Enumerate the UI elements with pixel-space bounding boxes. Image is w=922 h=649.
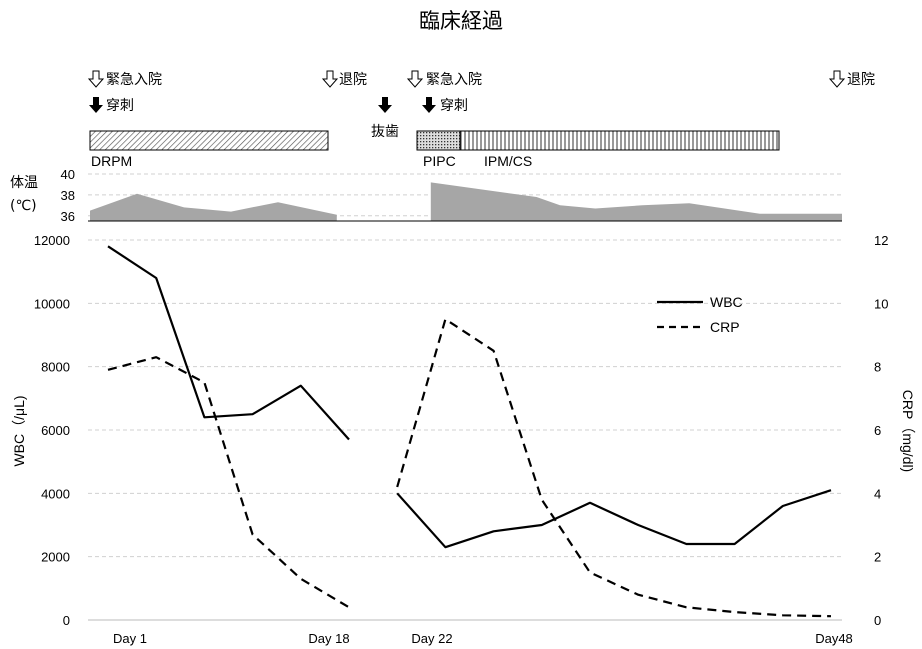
legend-wbc-label: WBC — [710, 294, 743, 310]
event-admit-1: 緊急入院 — [87, 70, 162, 88]
y-left-tick-label: 12000 — [34, 233, 70, 248]
ipmcs-bar — [459, 130, 780, 151]
event-admit-2-label: 緊急入院 — [426, 72, 482, 88]
temperature-label: 体温 — [10, 175, 38, 191]
series-line-wbc — [396, 489, 832, 549]
temperature-area — [430, 182, 842, 221]
y-right-tick-label: 2 — [874, 550, 881, 565]
main-gridlines — [88, 239, 842, 558]
hollow-down-arrow-icon — [87, 70, 105, 88]
y-left-tick-label: 6000 — [41, 423, 70, 438]
y-left-axis-label: WBC（/μL) — [11, 395, 27, 466]
event-admit-2: 緊急入院 — [406, 70, 482, 88]
y-right-tick-label: 12 — [874, 233, 888, 248]
event-puncture-2: 穿刺 — [422, 97, 468, 114]
temperature-unit: (℃) — [10, 198, 37, 214]
legend-crp-label: CRP — [710, 319, 740, 335]
temperature-tick-label: 40 — [61, 167, 75, 182]
event-discharge-2-label: 退院 — [847, 72, 875, 88]
pipc-label: PIPC — [423, 153, 456, 169]
drpm-bar — [89, 130, 329, 151]
ipmcs-label: IPM/CS — [484, 153, 532, 169]
temperature-tick-label: 38 — [61, 188, 75, 203]
legend: WBC CRP — [657, 294, 743, 335]
y-right-axis-label: CRP（mg/dl) — [900, 390, 916, 472]
y-left-tick-label: 2000 — [41, 550, 70, 565]
hollow-down-arrow-icon — [406, 70, 424, 88]
series-line-crp — [107, 356, 350, 609]
y-right-tick-label: 6 — [874, 423, 881, 438]
y-left-tick-label: 10000 — [34, 296, 70, 311]
temperature-tick-label: 36 — [61, 209, 75, 224]
series-layer — [107, 245, 832, 618]
event-extraction: 抜歯 — [371, 97, 399, 140]
event-extraction-label: 抜歯 — [371, 124, 399, 140]
left-axis-ticks: 0 2000 4000 6000 8000 10000 12000 — [34, 233, 70, 628]
hollow-down-arrow-icon — [321, 70, 339, 88]
solid-down-arrow-icon — [378, 97, 392, 113]
event-discharge-1: 退院 — [321, 70, 367, 88]
pipc-bar — [416, 130, 461, 151]
y-right-tick-label: 4 — [874, 486, 881, 501]
chart-title: 臨床経過 — [419, 9, 503, 33]
event-puncture-1-label: 穿刺 — [106, 98, 134, 114]
temperature-ticks: 36 38 40 — [61, 167, 75, 224]
series-line-wbc — [107, 245, 350, 441]
temperature-areas — [90, 182, 842, 221]
right-axis-ticks: 0 2 4 6 8 10 12 — [874, 233, 888, 628]
y-right-tick-label: 0 — [874, 613, 881, 628]
drpm-label: DRPM — [91, 153, 132, 169]
y-right-tick-label: 8 — [874, 360, 881, 375]
event-puncture-1: 穿刺 — [89, 97, 134, 114]
x-tick-label: Day 1 — [113, 631, 147, 646]
solid-down-arrow-icon — [422, 97, 436, 113]
x-tick-label: Day 18 — [308, 631, 349, 646]
solid-down-arrow-icon — [89, 97, 103, 113]
series-line-crp — [396, 318, 832, 618]
event-discharge-2: 退院 — [828, 70, 875, 88]
event-puncture-2-label: 穿刺 — [440, 98, 468, 114]
event-discharge-1-label: 退院 — [339, 72, 367, 88]
x-tick-label: Day48 — [815, 631, 853, 646]
y-left-tick-label: 4000 — [41, 486, 70, 501]
x-axis-labels: Day 1 Day 18 Day 22 Day48 — [113, 631, 853, 646]
temperature-area — [90, 193, 337, 221]
x-tick-label: Day 22 — [411, 631, 452, 646]
y-left-tick-label: 8000 — [41, 360, 70, 375]
event-admit-1-label: 緊急入院 — [106, 72, 162, 88]
y-right-tick-label: 10 — [874, 296, 888, 311]
y-left-tick-label: 0 — [63, 613, 70, 628]
hollow-down-arrow-icon — [828, 70, 846, 88]
